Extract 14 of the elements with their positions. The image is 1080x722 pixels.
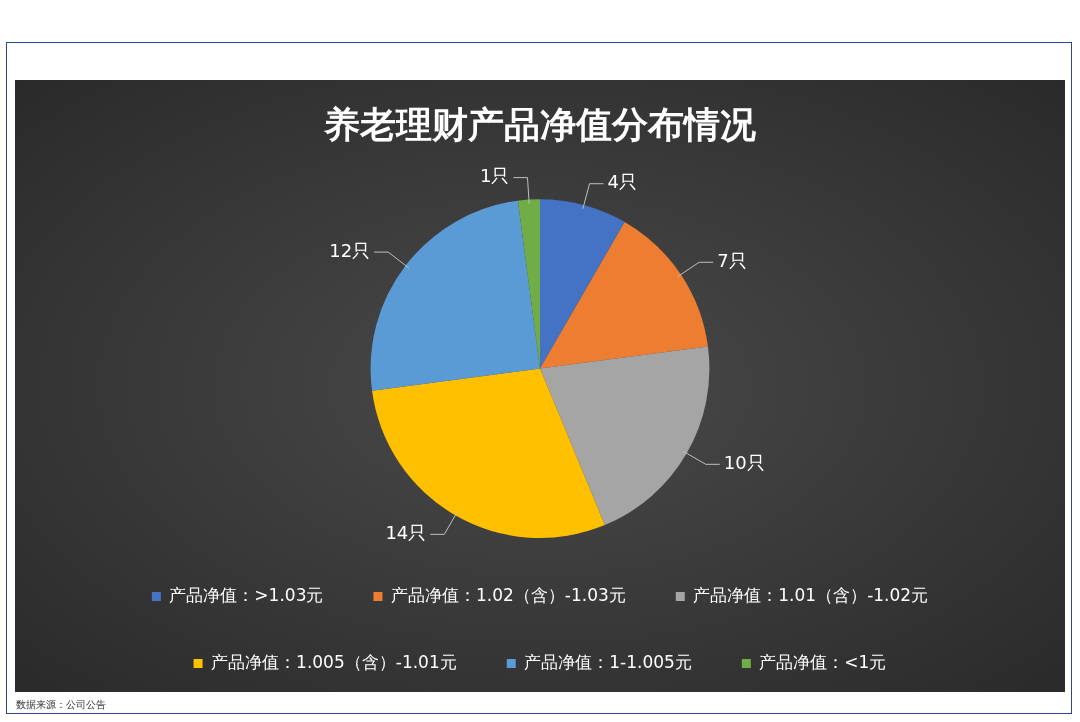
chart-title: 养老理财产品净值分布情况 [323, 103, 756, 145]
data-label: 12只 [329, 239, 371, 261]
data-label: 7只 [717, 249, 747, 271]
legend-label: 产品净值：>1.03元 [169, 584, 324, 605]
legend-label: 产品净值：<1元 [759, 651, 887, 672]
legend-label: 产品净值：1-1.005元 [524, 651, 692, 672]
data-label: 10只 [723, 451, 765, 473]
data-label: 14只 [385, 522, 427, 544]
source-note: 数据来源：公司公告 [16, 698, 106, 712]
data-label: 1只 [480, 165, 510, 187]
legend-label: 产品净值：1.01（含）-1.02元 [693, 584, 929, 605]
legend-label: 产品净值：1.005（含）-1.01元 [211, 651, 457, 672]
data-label: 4只 [607, 171, 637, 193]
legend-label: 产品净值：1.02（含）-1.03元 [390, 584, 626, 605]
